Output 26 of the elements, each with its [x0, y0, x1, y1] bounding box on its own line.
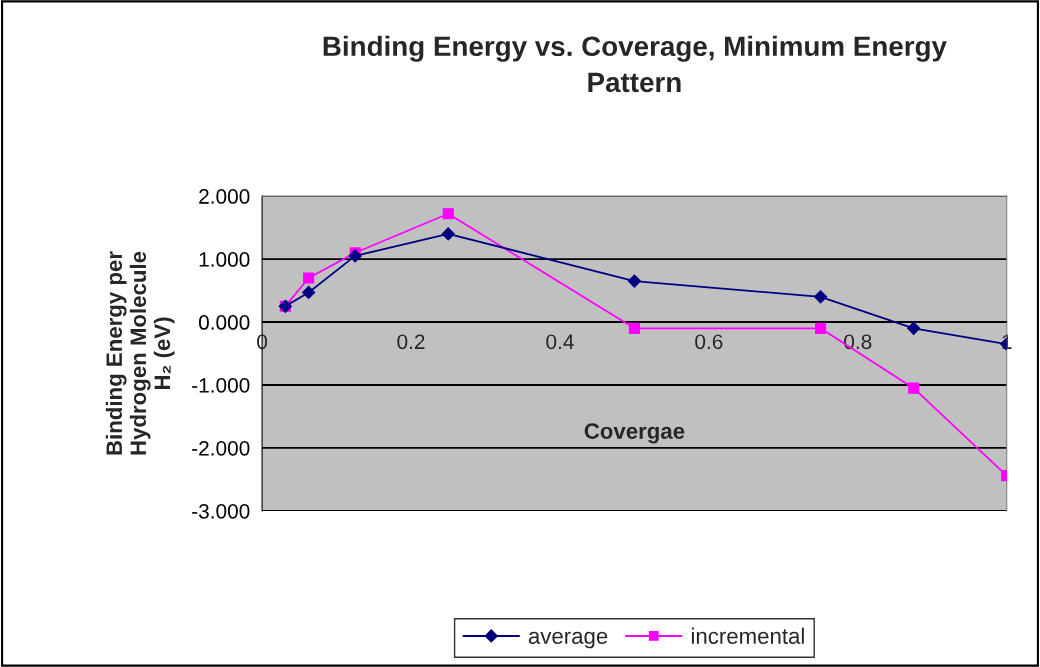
point: [628, 322, 640, 334]
x-tick-label: 0.8: [844, 334, 872, 350]
x-axis-title: Covergae: [584, 423, 685, 444]
x-tick-label: 0.2: [397, 334, 425, 350]
legend-label: incremental: [691, 627, 804, 644]
point: [348, 249, 362, 263]
point: [813, 290, 828, 304]
y-tick-label: -1.000: [192, 377, 250, 393]
point: [908, 382, 920, 394]
y-tick-label: 1.000: [199, 252, 250, 267]
point: [815, 322, 827, 334]
legend-label: average: [528, 631, 608, 649]
chart-title: Binding Energy vs. Coverage, Minimum Energy Pattern: [323, 35, 947, 93]
point: [302, 285, 316, 300]
point: [627, 274, 641, 288]
point: [303, 272, 315, 284]
point: [907, 321, 921, 335]
y-tick-label: 0.000: [198, 315, 250, 330]
y-tick-label: -3.000: [192, 503, 250, 519]
y-axis-title: Binding Energy per Hydrogen Molecule H₂ (eV): [105, 251, 175, 455]
point: [442, 208, 454, 220]
x-tick-label: 0.6: [695, 334, 723, 350]
y-tick-label: -2.000: [192, 440, 250, 456]
x-tick-label: 0.4: [546, 334, 574, 350]
y-tick-label: 2.000: [199, 189, 250, 204]
point: [441, 227, 455, 241]
